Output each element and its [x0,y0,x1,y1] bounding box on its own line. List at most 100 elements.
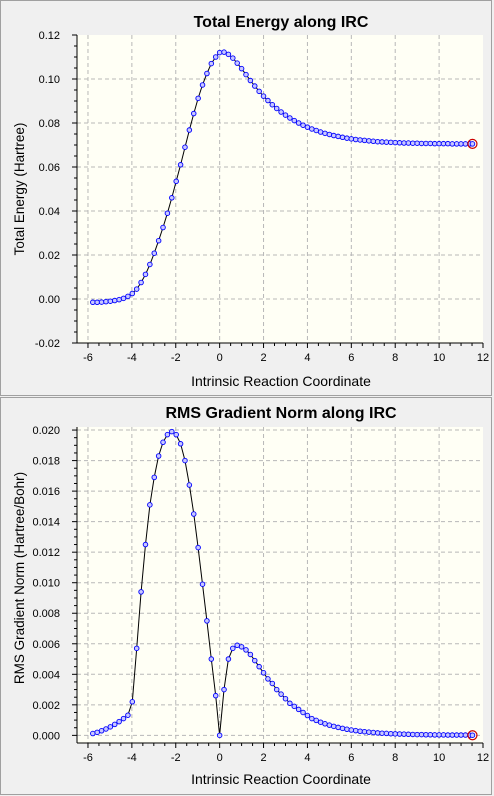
energy-data-point[interactable] [234,60,240,66]
gradient-data-point[interactable] [300,709,306,716]
gradient-data-point[interactable] [216,732,223,739]
energy-data-point[interactable] [462,141,469,147]
gradient-data-point[interactable] [309,715,315,722]
energy-data-point[interactable] [216,49,223,56]
gradient-data-point[interactable] [335,724,341,731]
energy-data-point[interactable] [322,130,328,137]
energy-data-point[interactable] [344,135,350,141]
energy-data-point[interactable] [309,126,315,132]
energy-data-point[interactable] [238,65,245,72]
gradient-data-point[interactable] [243,647,249,653]
gradient-data-point[interactable] [155,453,162,459]
energy-data-point[interactable] [252,83,258,89]
gradient-data-point[interactable] [256,663,262,670]
energy-data-point[interactable] [265,97,271,104]
gradient-data-point[interactable] [379,730,385,736]
gradient-data-point[interactable] [195,544,201,551]
gradient-data-point[interactable] [396,731,403,737]
energy-data-point[interactable] [423,140,429,147]
gradient-data-point[interactable] [462,732,469,738]
gradient-data-point[interactable] [247,651,254,658]
energy-data-point[interactable] [370,138,377,145]
gradient-data-point[interactable] [366,729,372,735]
energy-data-point[interactable] [125,293,131,300]
gradient-data-point[interactable] [230,645,236,652]
energy-data-point[interactable] [138,279,144,286]
gradient-data-point[interactable] [133,645,140,652]
energy-current-point-marker[interactable] [467,138,478,149]
gradient-data-point[interactable] [269,680,276,687]
gradient-data-point[interactable] [107,724,114,730]
gradient-data-point[interactable] [401,731,407,737]
energy-data-point[interactable] [90,299,96,306]
energy-data-point[interactable] [326,131,333,138]
energy-data-point[interactable] [388,139,394,146]
energy-data-point[interactable] [445,140,451,147]
energy-data-point[interactable] [352,136,359,143]
gradient-data-point[interactable] [212,692,219,699]
gradient-data-point[interactable] [291,703,298,710]
energy-data-point[interactable] [199,82,206,88]
gradient-data-point[interactable] [186,482,193,488]
energy-data-point[interactable] [440,140,447,147]
energy-data-point[interactable] [300,122,306,128]
energy-data-point[interactable] [182,144,188,150]
gradient-data-point[interactable] [431,732,438,738]
energy-data-point[interactable] [230,55,236,61]
gradient-data-point[interactable] [469,732,476,738]
gradient-data-point[interactable] [169,428,175,435]
energy-data-point[interactable] [339,134,346,141]
gradient-data-point[interactable] [208,656,215,662]
energy-data-point[interactable] [116,296,122,303]
energy-data-point[interactable] [133,286,140,292]
energy-data-point[interactable] [164,210,171,216]
gradient-data-point[interactable] [116,718,122,725]
gradient-data-point[interactable] [278,691,284,697]
gradient-data-point[interactable] [177,441,184,447]
energy-data-point[interactable] [177,162,184,168]
gradient-data-point[interactable] [458,732,464,738]
energy-data-point[interactable] [414,140,420,146]
energy-data-point[interactable] [147,261,153,268]
energy-data-point[interactable] [317,129,324,135]
energy-data-point[interactable] [449,141,456,147]
energy-data-point[interactable] [383,139,390,145]
gradient-data-point[interactable] [90,730,96,737]
gradient-data-point[interactable] [199,581,206,587]
gradient-data-point[interactable] [313,717,319,724]
gradient-data-point[interactable] [160,439,166,446]
energy-data-point[interactable] [120,295,127,302]
energy-data-point[interactable] [295,120,302,126]
gradient-data-point[interactable] [234,642,240,649]
energy-data-point[interactable] [453,141,460,147]
energy-data-point[interactable] [160,224,166,231]
energy-data-point[interactable] [331,132,337,139]
energy-data-point[interactable] [103,298,109,305]
energy-data-point[interactable] [151,250,157,256]
gradient-data-point[interactable] [418,731,425,738]
energy-data-point[interactable] [427,140,434,147]
energy-data-point[interactable] [348,136,355,142]
gradient-data-point[interactable] [344,726,350,733]
gradient-data-point[interactable] [94,729,100,736]
energy-data-point[interactable] [361,137,368,144]
gradient-data-point[interactable] [273,686,280,693]
energy-data-point[interactable] [94,299,100,306]
gradient-data-point[interactable] [173,431,179,438]
gradient-data-point[interactable] [138,589,144,595]
gradient-data-point[interactable] [287,700,293,707]
energy-data-point[interactable] [278,109,284,115]
energy-data-point[interactable] [401,140,407,146]
energy-data-point[interactable] [379,139,385,145]
gradient-data-point[interactable] [445,732,451,738]
gradient-data-point[interactable] [392,731,398,737]
gradient-data-point[interactable] [295,706,302,713]
gradient-data-point[interactable] [383,730,390,737]
gradient-data-point[interactable] [427,732,434,738]
gradient-data-point[interactable] [449,732,456,738]
energy-data-point[interactable] [335,133,341,140]
gradient-data-point[interactable] [405,731,412,738]
gradient-data-point[interactable] [339,725,346,732]
gradient-data-point[interactable] [414,731,420,738]
energy-data-point[interactable] [282,112,289,118]
